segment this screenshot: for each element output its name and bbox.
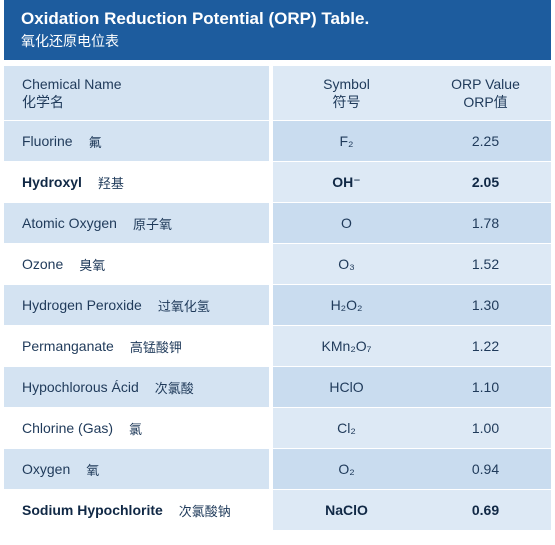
chemical-name-zh: 氟 bbox=[88, 134, 102, 150]
table-rows: Fluorine 氟 F₂ 2.25 Hydroxyl 羟基 OH⁻ 2.05 Atomic O… bbox=[4, 121, 551, 531]
orp-value-cell: 2.25 bbox=[420, 121, 551, 161]
orp-value-cell: 1.30 bbox=[420, 285, 551, 325]
symbol-cell: KMn₂O₇ bbox=[273, 326, 420, 366]
header-symbol-zh: 符号 bbox=[332, 94, 361, 110]
chemical-name-cell: Oxygen 氧 bbox=[4, 449, 269, 489]
chemical-name-en: Chlorine (Gas) bbox=[22, 420, 114, 436]
chemical-name-cell: Sodium Hypochlorite 次氯酸钠 bbox=[4, 490, 269, 530]
table-row: Permanganate 高锰酸钾 KMn₂O₇ 1.22 bbox=[4, 326, 551, 367]
table-row: Hypochlorous Ácid 次氯酸 HClO 1.10 bbox=[4, 367, 551, 408]
header-chemical-name: Chemical Name 化学名 bbox=[4, 66, 269, 120]
symbol-cell: NaClO bbox=[273, 490, 420, 530]
orp-value-cell: 1.10 bbox=[420, 367, 551, 407]
orp-value-cell: 2.05 bbox=[420, 162, 551, 202]
header-name-zh: 化学名 bbox=[22, 94, 64, 110]
chemical-name-en: Fluorine bbox=[22, 133, 73, 149]
chemical-name-zh: 羟基 bbox=[97, 175, 124, 191]
chemical-name-cell: Permanganate 高锰酸钾 bbox=[4, 326, 269, 366]
chemical-name-cell: Hypochlorous Ácid 次氯酸 bbox=[4, 367, 269, 407]
orp-value-cell: 0.94 bbox=[420, 449, 551, 489]
symbol-cell: O₃ bbox=[273, 244, 420, 284]
table-row: Ozone 臭氧 O₃ 1.52 bbox=[4, 244, 551, 285]
orp-value-cell: 1.00 bbox=[420, 408, 551, 448]
chemical-name-en: Hypochlorous Ácid bbox=[22, 379, 139, 395]
chemical-name-cell: Hydroxyl 羟基 bbox=[4, 162, 269, 202]
orp-value-cell: 1.22 bbox=[420, 326, 551, 366]
symbol-cell: H₂O₂ bbox=[273, 285, 420, 325]
table-row: Atomic Oxygen 原子氧 O 1.78 bbox=[4, 203, 551, 244]
table-title-chinese: 氧化还原电位表 bbox=[21, 33, 119, 49]
chemical-name-en: Oxygen bbox=[22, 461, 71, 477]
chemical-name-zh: 次氯酸 bbox=[154, 380, 194, 396]
title-bar: Oxidation Reduction Potential (ORP) Tabl… bbox=[4, 0, 551, 60]
orp-table: Oxidation Reduction Potential (ORP) Tabl… bbox=[4, 0, 551, 545]
header-symbol: Symbol 符号 bbox=[273, 66, 420, 120]
table-row: Hydrogen Peroxide 过氧化氢 H₂O₂ 1.30 bbox=[4, 285, 551, 326]
chemical-name-en: Hydroxyl bbox=[22, 174, 82, 190]
orp-value-cell: 1.52 bbox=[420, 244, 551, 284]
orp-value-cell: 0.69 bbox=[420, 490, 551, 530]
chemical-name-zh: 次氯酸钠 bbox=[178, 503, 231, 519]
chemical-name-en: Ozone bbox=[22, 256, 64, 272]
symbol-cell: F₂ bbox=[273, 121, 420, 161]
chemical-name-en: Sodium Hypochlorite bbox=[22, 502, 163, 518]
chemical-name-cell: Atomic Oxygen 原子氧 bbox=[4, 203, 269, 243]
chemical-name-zh: 臭氧 bbox=[79, 257, 106, 273]
header-orp: ORP Value ORP值 bbox=[420, 66, 551, 120]
symbol-cell: Cl₂ bbox=[273, 408, 420, 448]
chemical-name-cell: Chlorine (Gas) 氯 bbox=[4, 408, 269, 448]
symbol-cell: OH⁻ bbox=[273, 162, 420, 202]
chemical-name-zh: 高锰酸钾 bbox=[129, 339, 182, 355]
symbol-cell: HClO bbox=[273, 367, 420, 407]
table-row: Sodium Hypochlorite 次氯酸钠 NaClO 0.69 bbox=[4, 490, 551, 531]
table-row: Oxygen 氧 O₂ 0.94 bbox=[4, 449, 551, 490]
chemical-name-cell: Hydrogen Peroxide 过氧化氢 bbox=[4, 285, 269, 325]
chemical-name-zh: 过氧化氢 bbox=[157, 298, 210, 314]
table-row: Hydroxyl 羟基 OH⁻ 2.05 bbox=[4, 162, 551, 203]
header-orp-zh: ORP值 bbox=[463, 94, 508, 110]
table-row: Fluorine 氟 F₂ 2.25 bbox=[4, 121, 551, 162]
chemical-name-en: Permanganate bbox=[22, 338, 114, 354]
table-body: Chemical Name 化学名 Symbol 符号 ORP Value OR… bbox=[4, 66, 551, 531]
symbol-cell: O₂ bbox=[273, 449, 420, 489]
header-symbol-en: Symbol bbox=[323, 76, 370, 92]
chemical-name-cell: Fluorine 氟 bbox=[4, 121, 269, 161]
chemical-name-cell: Ozone 臭氧 bbox=[4, 244, 269, 284]
header-name-en: Chemical Name bbox=[22, 76, 122, 92]
table-row: Chlorine (Gas) 氯 Cl₂ 1.00 bbox=[4, 408, 551, 449]
header-orp-en: ORP Value bbox=[451, 76, 520, 92]
chemical-name-en: Hydrogen Peroxide bbox=[22, 297, 142, 313]
table-header-row: Chemical Name 化学名 Symbol 符号 ORP Value OR… bbox=[4, 66, 551, 121]
chemical-name-en: Atomic Oxygen bbox=[22, 215, 117, 231]
symbol-cell: O bbox=[273, 203, 420, 243]
chemical-name-zh: 氧 bbox=[86, 462, 100, 478]
chemical-name-zh: 氯 bbox=[129, 421, 143, 437]
table-title: Oxidation Reduction Potential (ORP) Tabl… bbox=[21, 9, 370, 28]
orp-value-cell: 1.78 bbox=[420, 203, 551, 243]
chemical-name-zh: 原子氧 bbox=[132, 216, 172, 232]
